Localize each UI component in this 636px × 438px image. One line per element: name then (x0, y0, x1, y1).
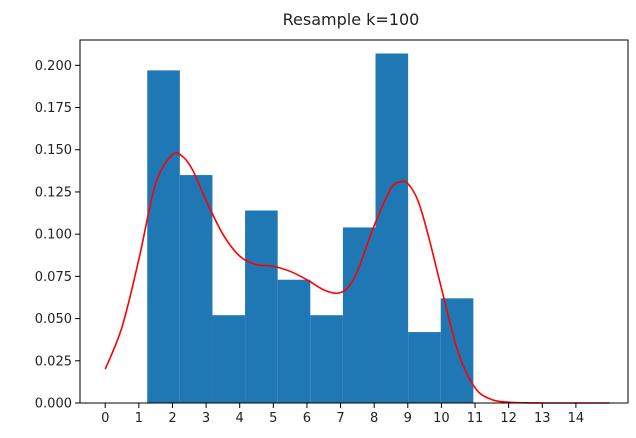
x-tick-label-4: 4 (236, 411, 244, 426)
histogram-bar-3 (245, 210, 278, 403)
chart-title: Resample k=100 (283, 10, 420, 29)
y-tick-label-3: 0.075 (35, 270, 72, 285)
y-tick-label-4: 0.100 (35, 228, 72, 243)
x-tick-label-3: 3 (202, 411, 210, 426)
histogram-bars (147, 53, 474, 404)
x-tick-label-14: 14 (568, 411, 585, 426)
x-tick-label-0: 0 (101, 411, 109, 426)
histogram-bar-8 (408, 332, 441, 403)
y-tick-label-1: 0.025 (35, 354, 72, 369)
x-tick-label-10: 10 (433, 411, 450, 426)
histogram-bar-5 (310, 315, 343, 403)
density-curve (104, 151, 610, 404)
x-tick-label-7: 7 (336, 411, 344, 426)
y-tick-label-7: 0.175 (35, 101, 72, 116)
x-tick-label-11: 11 (467, 411, 484, 426)
y-tick-label-5: 0.125 (35, 185, 72, 200)
x-tick-label-2: 2 (168, 411, 176, 426)
histogram-bar-2 (212, 315, 246, 403)
histogram-bar-7 (375, 53, 409, 403)
x-tick-label-6: 6 (303, 411, 311, 426)
y-tick-label-6: 0.150 (35, 143, 72, 158)
density-line (104, 151, 610, 404)
y-axis: 0.000 0.025 0.050 0.075 0.100 0.125 0.150 0.175… (35, 59, 80, 412)
y-tick-label-2: 0.050 (35, 312, 72, 327)
x-axis: 0 1 2 3 4 5 6 7 8 9 10 11 12 13 14 (101, 403, 584, 426)
histogram-bar-1 (179, 175, 213, 403)
y-tick-label-0: 0.000 (35, 397, 72, 412)
x-tick-label-5: 5 (269, 411, 277, 426)
histogram-bar-6 (342, 227, 376, 403)
histogram-bar-4 (277, 279, 311, 403)
y-tick-label-8: 0.200 (35, 59, 72, 74)
histogram-bar-0 (147, 70, 180, 404)
x-tick-label-12: 12 (500, 411, 517, 426)
x-tick-label-8: 8 (370, 411, 378, 426)
x-tick-label-1: 1 (135, 411, 143, 426)
x-tick-label-9: 9 (404, 411, 412, 426)
x-tick-label-13: 13 (534, 411, 551, 426)
plot-frame (79, 39, 629, 404)
